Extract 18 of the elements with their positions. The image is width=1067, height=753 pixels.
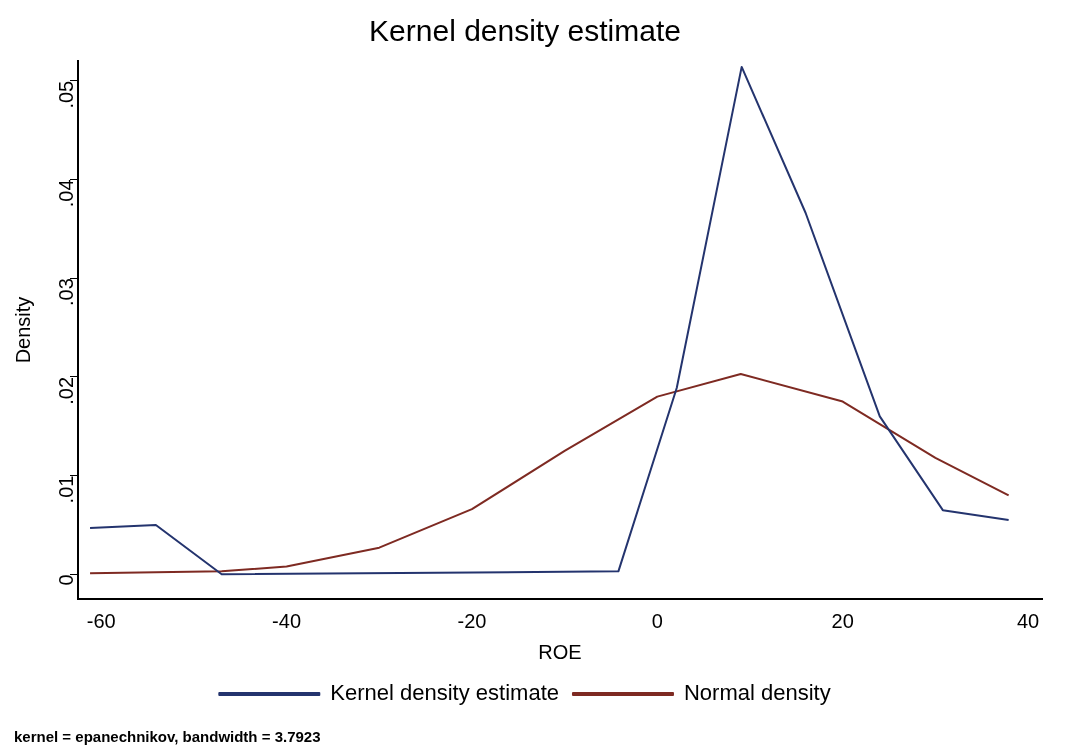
x-tick-label: 40: [1016, 609, 1040, 632]
chart-title: Kernel density estimate: [369, 14, 681, 48]
y-tick-label: .04: [54, 179, 77, 208]
y-tick-label: .05: [54, 80, 77, 109]
y-tick-label: .03: [54, 278, 77, 306]
x-tick-label: -20: [457, 609, 487, 632]
legend-label: Kernel density estimate: [330, 680, 559, 706]
x-tick-label: -60: [86, 609, 116, 632]
y-tick-label: 0: [54, 574, 77, 586]
legend-label: Normal density: [683, 680, 831, 706]
y-tick-label: .01: [54, 475, 77, 504]
x-tick-label: 20: [831, 609, 854, 632]
text: kernel = epanechnikov, bandwidth = 3.7923: [14, 728, 321, 745]
x-tick-label: 0: [651, 609, 663, 632]
x-axis-title: ROE: [538, 640, 582, 663]
y-tick-label: .02: [54, 376, 77, 405]
x-tick-label: -40: [272, 609, 302, 632]
y-axis-title: Density: [11, 296, 34, 364]
